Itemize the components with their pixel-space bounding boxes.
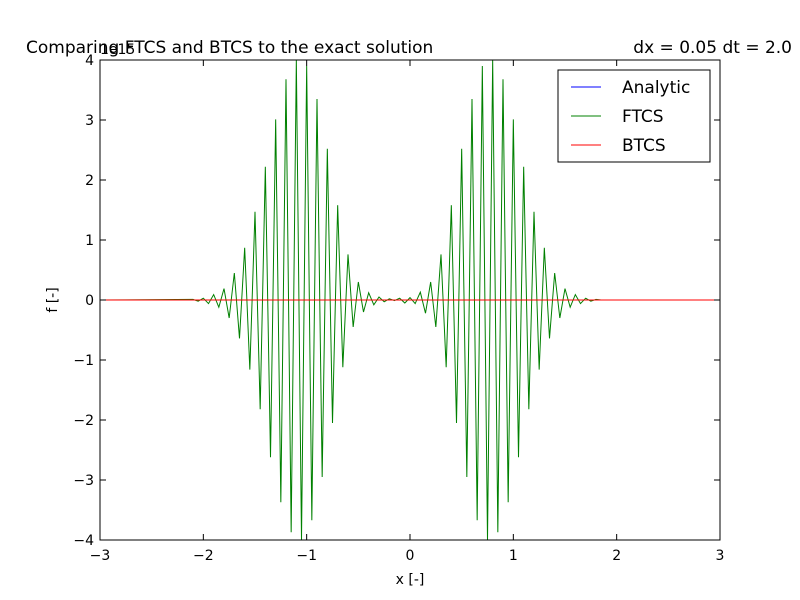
y-tick-label: −2: [73, 413, 94, 429]
y-tick-label: 4: [85, 53, 94, 69]
x-axis-label: x [-]: [396, 572, 425, 588]
y-tick-label: 2: [85, 173, 94, 189]
legend-label-ftcs: FTCS: [622, 107, 664, 127]
x-tick-label: −1: [296, 548, 317, 564]
y-axis-label: f [-]: [45, 287, 61, 312]
chart-title-right: dx = 0.05 dt = 2.0: [633, 38, 792, 58]
y-tick-label: 0: [85, 293, 94, 309]
series-line-ftcs: [100, 60, 720, 540]
y-tick-label: −4: [73, 533, 94, 549]
series-layer: [100, 60, 720, 540]
x-tick-label: 2: [612, 548, 621, 564]
x-tick-label: −2: [193, 548, 214, 564]
x-tick-label: −3: [90, 548, 111, 564]
y-tick-label: −3: [73, 473, 94, 489]
legend-label-btcs: BTCS: [622, 136, 666, 156]
y-offset-label: 1e15: [100, 42, 135, 58]
y-tick-label: 1: [85, 233, 94, 249]
legend-label-analytic: Analytic: [622, 78, 690, 98]
x-tick-label: 0: [406, 548, 415, 564]
y-tick-label: −1: [73, 353, 94, 369]
legend: Analytic FTCS BTCS: [557, 69, 711, 163]
x-tick-label: 3: [716, 548, 725, 564]
x-tick-label: 1: [509, 548, 518, 564]
y-tick-label: 3: [85, 113, 94, 129]
chart-title-left: Comparing FTCS and BTCS to the exact sol…: [26, 38, 433, 58]
